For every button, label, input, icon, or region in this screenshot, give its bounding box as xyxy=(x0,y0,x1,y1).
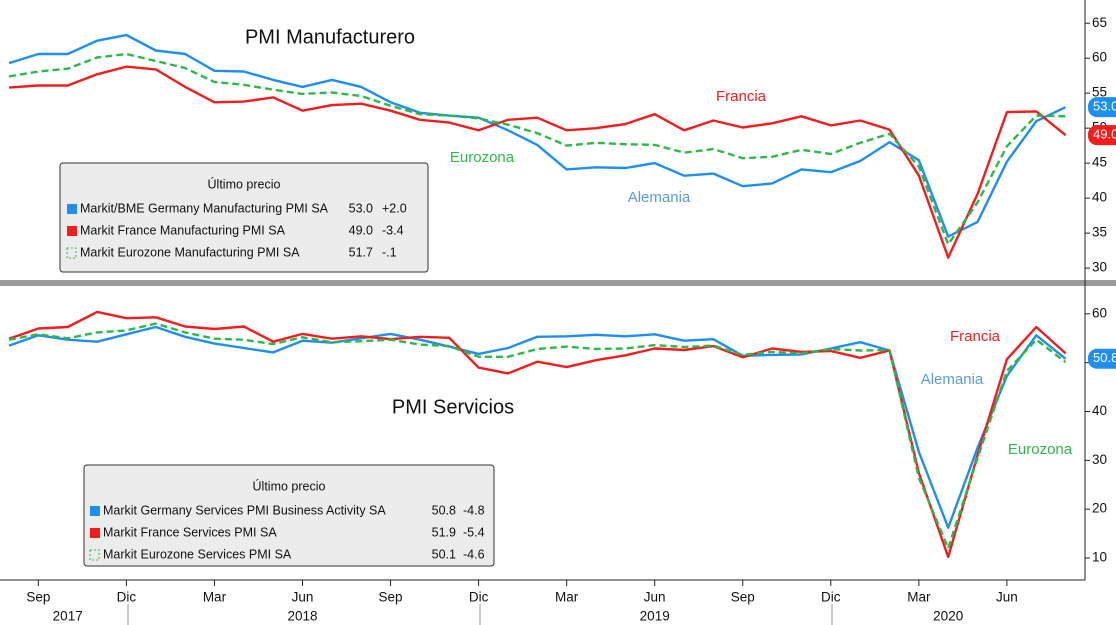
annotation: Alemania xyxy=(628,189,691,206)
legend-change: -4.6 xyxy=(463,547,485,561)
legend-change: -.1 xyxy=(382,245,397,259)
y-tick-label: 35 xyxy=(1092,225,1107,240)
y-tick-label: 40 xyxy=(1092,403,1107,418)
legend-swatch xyxy=(90,528,100,538)
legend-last: 49.0 xyxy=(349,223,373,237)
annotation: Francia xyxy=(716,88,767,105)
legend-name: Markit France Manufacturing PMI SA xyxy=(80,223,286,237)
legend-swatch xyxy=(67,226,77,236)
y-tick-label: 65 xyxy=(1092,15,1107,30)
x-tick-label: Mar xyxy=(907,590,931,605)
legend-name: Markit/BME Germany Manufacturing PMI SA xyxy=(80,201,329,215)
y-tick-label: 10 xyxy=(1092,550,1107,565)
y-tick-label: 30 xyxy=(1092,260,1107,275)
x-tick-label: Jun xyxy=(292,590,314,605)
legend-last: 50.8 xyxy=(432,503,456,517)
y-tick-label: 20 xyxy=(1092,501,1107,516)
last-value-label: 49.0 xyxy=(1093,127,1116,142)
last-value-badge xyxy=(1088,125,1116,146)
series-line xyxy=(8,322,1067,550)
year-label: 2019 xyxy=(640,609,670,624)
annotation: Eurozona xyxy=(450,149,515,166)
legend-swatch xyxy=(89,549,100,561)
last-value-label: 50.8 xyxy=(1093,350,1116,365)
x-tick-label: Jun xyxy=(644,590,666,605)
y-tick-label: 40 xyxy=(1092,190,1107,205)
chart-title: PMI Servicios xyxy=(392,396,514,418)
y-tick-label: 60 xyxy=(1092,305,1107,320)
annotation: Francia xyxy=(950,328,1001,345)
legend-title: Último precio xyxy=(208,176,281,191)
x-tick-label: Jun xyxy=(996,590,1018,605)
legend-name: Markit Germany Services PMI Business Act… xyxy=(103,503,386,517)
year-label: 2020 xyxy=(933,609,963,624)
panel-separator xyxy=(0,280,1116,286)
y-tick-label: 55 xyxy=(1092,85,1107,100)
legend-change: -4.8 xyxy=(463,503,485,517)
last-value-badge xyxy=(1088,348,1116,369)
x-tick-label: Sep xyxy=(26,590,50,605)
legend-last: 51.7 xyxy=(349,245,373,259)
legend-swatch xyxy=(66,247,77,259)
legend-title: Último precio xyxy=(253,478,326,493)
legend-box xyxy=(59,162,429,273)
annotation: Alemania xyxy=(921,371,984,388)
y-tick-label: 30 xyxy=(1092,452,1107,467)
legend-name: Markit France Services PMI SA xyxy=(103,525,277,539)
year-label: 2017 xyxy=(53,609,83,624)
y-tick-label: 45 xyxy=(1092,155,1107,170)
legend-name: Markit Eurozone Services PMI SA xyxy=(103,547,292,561)
chart-title: PMI Manufacturero xyxy=(245,26,415,48)
series-line xyxy=(8,65,1067,259)
series-line xyxy=(8,33,1067,238)
last-value-label: 53.0 xyxy=(1093,99,1116,114)
legend-swatch xyxy=(90,506,100,516)
last-value-badge xyxy=(1088,97,1116,118)
x-tick-label: Dic xyxy=(117,590,137,605)
x-tick-label: Mar xyxy=(555,590,579,605)
legend-change: +2.0 xyxy=(382,201,407,215)
legend-last: 53.0 xyxy=(349,201,373,215)
annotation: Eurozona xyxy=(1008,441,1073,458)
x-tick-label: Dic xyxy=(469,590,489,605)
legend-last: 51.9 xyxy=(432,525,456,539)
series-line xyxy=(8,52,1066,246)
x-tick-label: Sep xyxy=(379,590,403,605)
legend-box xyxy=(83,464,495,567)
x-tick-label: Sep xyxy=(731,590,755,605)
y-tick-label: 60 xyxy=(1092,50,1107,65)
x-tick-label: Dic xyxy=(821,590,841,605)
legend-name: Markit Eurozone Manufacturing PMI SA xyxy=(80,245,300,259)
legend-swatch xyxy=(67,204,77,214)
x-tick-label: Mar xyxy=(203,590,227,605)
legend-change: -3.4 xyxy=(382,223,404,237)
year-label: 2018 xyxy=(287,609,317,624)
legend-change: -5.4 xyxy=(463,525,485,539)
legend-last: 50.1 xyxy=(432,547,456,561)
